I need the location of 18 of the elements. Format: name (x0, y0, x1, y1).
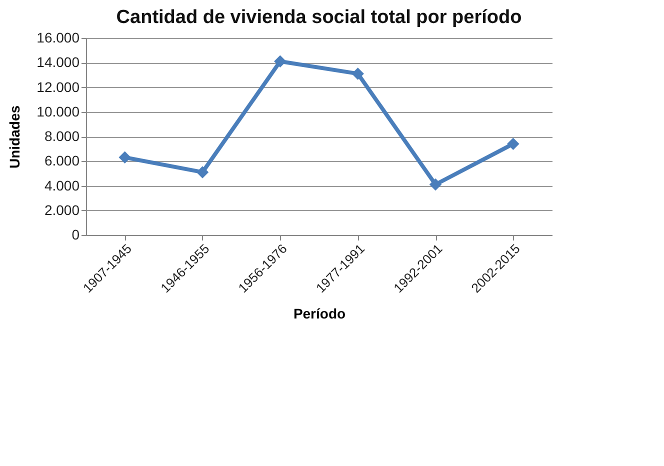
y-tick-label: 8.000 (44, 128, 80, 144)
y-tick-label: 6.000 (44, 152, 80, 169)
y-tick-label: 16.000 (36, 30, 80, 46)
y-axis-title: Unidades (6, 105, 23, 169)
point (507, 138, 520, 150)
point (352, 68, 364, 80)
y-tick-label: 12.000 (36, 78, 80, 95)
point (118, 151, 131, 164)
y-tick-label: 2.000 (44, 202, 80, 218)
point (429, 178, 442, 191)
y-tick-label: 4.000 (44, 177, 80, 194)
x-axis-title: Período (293, 306, 346, 322)
point (274, 55, 286, 68)
y-tick-label: 0 (72, 226, 80, 242)
point (196, 166, 209, 178)
y-tick-label: 14.000 (36, 54, 80, 70)
chart-title: Cantidad de vivienda social total por período (116, 7, 522, 28)
y-tick-label: 10.000 (36, 103, 80, 120)
